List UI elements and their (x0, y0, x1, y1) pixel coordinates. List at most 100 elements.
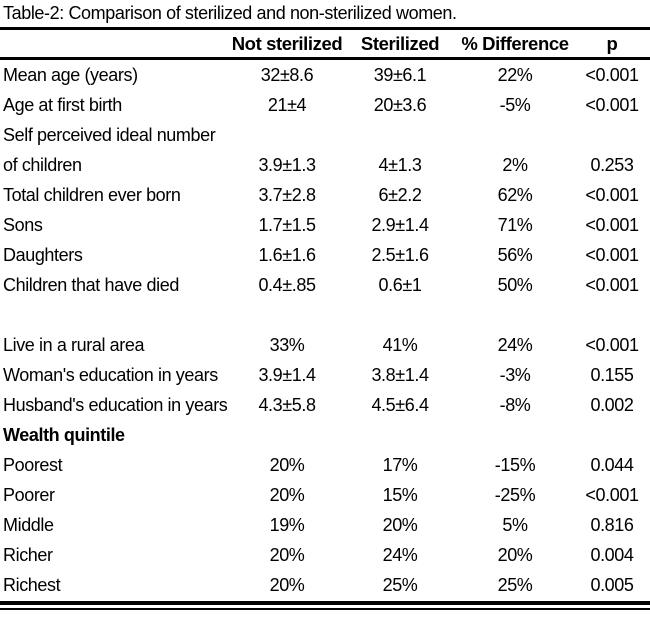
table-row: Self perceived ideal number (0, 120, 650, 150)
cell-label: Sons (3, 215, 43, 235)
cell-difference: 2% (502, 155, 528, 175)
cell-not-sterilized: 0.4±.85 (258, 275, 316, 295)
table-row: Richer 20% 24% 20% 0.004 (0, 540, 650, 570)
cell-p: 0.155 (590, 365, 634, 385)
cell-label: Richest (3, 575, 61, 595)
cell-p: 0.005 (590, 575, 634, 595)
cell-p: <0.001 (585, 485, 639, 505)
cell-not-sterilized: 20% (269, 485, 305, 505)
cell-p (574, 300, 650, 330)
cell-label: Middle (3, 515, 54, 535)
cell-difference: 25% (497, 575, 533, 595)
table-row (0, 300, 650, 330)
cell-sterilized: 41% (382, 335, 418, 355)
cell-sterilized (344, 120, 456, 150)
cell-label: Daughters (3, 245, 83, 265)
cell-p: 0.816 (590, 515, 634, 535)
table-row: Richest 20% 25% 25% 0.005 (0, 570, 650, 600)
cell-not-sterilized (230, 420, 344, 450)
table-row: Wealth quintile (0, 420, 650, 450)
table-body: Mean age (years) 32±8.6 39±6.1 22% <0.001 Age… (0, 60, 650, 600)
cell-sterilized: 15% (382, 485, 418, 505)
cell-not-sterilized (230, 120, 344, 150)
bottom-rule-thin (0, 608, 650, 610)
cell-difference: 71% (497, 215, 533, 235)
bottom-rule-thick (0, 601, 650, 605)
title-rule (0, 27, 650, 30)
table-row: Middle 19% 20% 5% 0.816 (0, 510, 650, 540)
cell-sterilized (344, 300, 456, 330)
cell-label: Self perceived ideal number (3, 125, 216, 145)
cell-p: 0.002 (590, 395, 634, 415)
cell-difference (456, 300, 574, 330)
cell-difference (456, 120, 574, 150)
cell-p: <0.001 (585, 275, 639, 295)
cell-label: Woman's education in years (3, 365, 218, 385)
table-row: Total children ever born 3.7±2.8 6±2.2 62% <… (0, 180, 650, 210)
cell-sterilized: 17% (382, 455, 418, 475)
cell-sterilized: 4±1.3 (378, 155, 422, 175)
cell-p: <0.001 (585, 215, 639, 235)
bottom-rule-gap (0, 605, 650, 608)
table-row: Husband's education in years 4.3±5.8 4.5±6… (0, 390, 650, 420)
cell-label: Husband's education in years (3, 395, 228, 415)
cell-p: <0.001 (585, 335, 639, 355)
cell-not-sterilized: 1.6±1.6 (258, 245, 316, 265)
cell-label: Poorer (3, 485, 55, 505)
header-cell-not-sterilized: Not sterilized (231, 33, 343, 54)
cell-not-sterilized: 1.7±1.5 (258, 215, 316, 235)
cell-p: <0.001 (585, 65, 639, 85)
cell-p (574, 420, 650, 450)
header-cell-difference: % Difference (461, 33, 569, 54)
cell-not-sterilized: 20% (269, 545, 305, 565)
cell-difference: 20% (497, 545, 533, 565)
cell-sterilized: 2.5±1.6 (371, 245, 429, 265)
cell-difference: -8% (499, 395, 531, 415)
cell-sterilized (344, 420, 456, 450)
cell-p: <0.001 (585, 95, 639, 115)
cell-label: Poorest (3, 455, 63, 475)
cell-label: Live in a rural area (3, 335, 145, 355)
cell-difference: 5% (502, 515, 528, 535)
cell-difference: 22% (497, 65, 533, 85)
cell-sterilized: 0.6±1 (378, 275, 422, 295)
table-row: Poorest 20% 17% -15% 0.044 (0, 450, 650, 480)
header-rule (0, 57, 650, 60)
cell-sterilized: 2.9±1.4 (371, 215, 429, 235)
header-cell-p: p (606, 33, 618, 54)
cell-sterilized: 24% (382, 545, 418, 565)
cell-sterilized: 20% (382, 515, 418, 535)
cell-difference: -15% (494, 455, 536, 475)
table-title: Table-2: Comparison of sterilized and no… (3, 3, 457, 23)
table-row: Woman's education in years 3.9±1.4 3.8±1.4… (0, 360, 650, 390)
cell-not-sterilized: 4.3±5.8 (258, 395, 316, 415)
header-cell-sterilized: Sterilized (360, 33, 440, 54)
cell-not-sterilized: 20% (269, 455, 305, 475)
header-cell-label (0, 30, 230, 57)
cell-sterilized: 20±3.6 (373, 95, 427, 115)
cell-not-sterilized: 33% (269, 335, 305, 355)
cell-label: Wealth quintile (3, 425, 125, 445)
cell-sterilized: 39±6.1 (373, 65, 427, 85)
cell-difference: 62% (497, 185, 533, 205)
table-row: Mean age (years) 32±8.6 39±6.1 22% <0.001 (0, 60, 650, 90)
table-row: Daughters 1.6±1.6 2.5±1.6 56% <0.001 (0, 240, 650, 270)
cell-sterilized: 25% (382, 575, 418, 595)
cell-label (0, 300, 230, 330)
cell-difference: 56% (497, 245, 533, 265)
table-row: Poorer 20% 15% -25% <0.001 (0, 480, 650, 510)
cell-label: Mean age (years) (3, 65, 138, 85)
cell-not-sterilized: 3.9±1.3 (258, 155, 316, 175)
cell-label: Richer (3, 545, 53, 565)
cell-not-sterilized: 3.9±1.4 (258, 365, 316, 385)
cell-p: 0.253 (590, 155, 634, 175)
cell-difference: -3% (499, 365, 531, 385)
cell-difference: 50% (497, 275, 533, 295)
cell-difference: -25% (494, 485, 536, 505)
cell-label: Total children ever born (3, 185, 181, 205)
cell-p (574, 120, 650, 150)
table-row: Sons 1.7±1.5 2.9±1.4 71% <0.001 (0, 210, 650, 240)
cell-difference: 24% (497, 335, 533, 355)
cell-not-sterilized: 19% (269, 515, 305, 535)
